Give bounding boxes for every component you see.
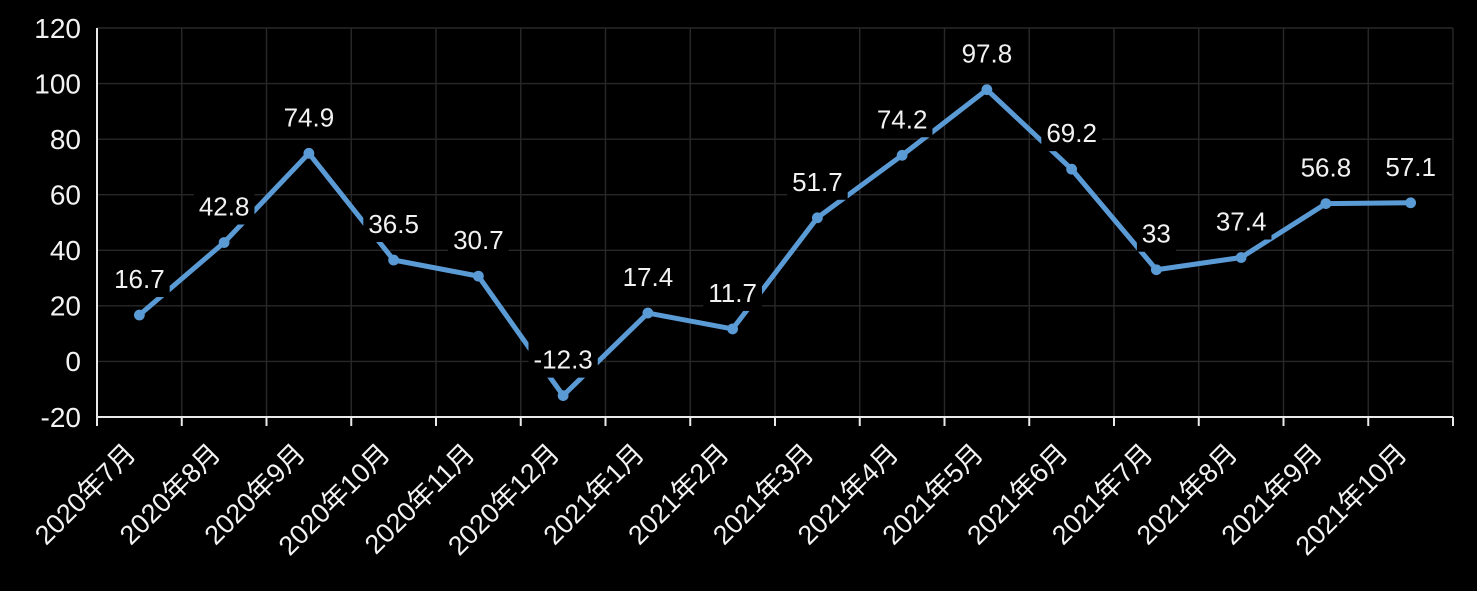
y-tick-label: 40 bbox=[50, 235, 81, 266]
data-point-marker bbox=[1066, 163, 1078, 175]
data-label-text: 56.8 bbox=[1301, 153, 1352, 183]
data-label-background bbox=[1210, 203, 1272, 240]
y-tick-label: 20 bbox=[50, 291, 81, 322]
data-point-marker bbox=[811, 212, 823, 224]
gridlines bbox=[97, 27, 1454, 418]
data-label: 51.7 bbox=[787, 163, 848, 200]
data-label-text: 51.7 bbox=[792, 167, 843, 197]
data-point-marker bbox=[557, 390, 569, 402]
data-label: 17.4 bbox=[617, 259, 679, 296]
data-point-marker bbox=[642, 307, 654, 319]
data-label-background bbox=[448, 222, 509, 259]
data-label-background bbox=[871, 101, 933, 138]
data-point-marker bbox=[1150, 264, 1162, 276]
data-label-text: -12.3 bbox=[533, 345, 592, 375]
series-line bbox=[136, 87, 1414, 399]
data-label: 33 bbox=[1136, 215, 1176, 252]
y-tick-label: 80 bbox=[50, 124, 81, 155]
data-label: 56.8 bbox=[1295, 149, 1357, 186]
data-label-background bbox=[1380, 148, 1441, 185]
y-tick-label: 0 bbox=[65, 346, 81, 377]
data-label: 11.7 bbox=[703, 274, 762, 311]
data-label-text: 97.8 bbox=[962, 39, 1013, 69]
data-label-background bbox=[528, 341, 598, 378]
data-label-background bbox=[278, 99, 340, 136]
y-tick-label: 60 bbox=[50, 180, 81, 211]
data-label: 69.2 bbox=[1041, 115, 1102, 152]
data-point-marker bbox=[218, 237, 230, 248]
data-label-background bbox=[956, 35, 1018, 72]
data-label: 42.8 bbox=[193, 188, 255, 225]
data-point-marker bbox=[133, 309, 145, 321]
data-label-text: 74.2 bbox=[877, 104, 928, 134]
data-point-marker bbox=[1405, 197, 1417, 209]
data-label-background bbox=[109, 261, 170, 298]
data-label-text: 42.8 bbox=[199, 192, 250, 222]
data-label-text: 11.7 bbox=[708, 278, 757, 308]
data-label-text: 37.4 bbox=[1216, 207, 1267, 237]
data-label-text: 17.4 bbox=[623, 262, 674, 292]
y-tick-label: -20 bbox=[41, 402, 81, 433]
data-point-marker bbox=[303, 147, 315, 159]
data-label: 97.8 bbox=[956, 35, 1018, 72]
axes bbox=[96, 28, 1454, 426]
data-point-marker bbox=[1235, 252, 1247, 263]
data-label: 36.5 bbox=[363, 206, 424, 243]
series-group bbox=[133, 84, 1417, 402]
data-label-background bbox=[193, 188, 255, 225]
data-labels: 16.7 42.8 74.9 36.5 30.7 -12.3 17.4 11.7 51.7 74.… bbox=[109, 35, 1441, 378]
y-axis-labels: -20 0 20 40 60 80 100 120 bbox=[34, 13, 81, 433]
data-label: 30.7 bbox=[448, 222, 509, 259]
data-point-marker bbox=[727, 323, 739, 335]
data-point-marker bbox=[388, 254, 400, 266]
data-label-background bbox=[1136, 215, 1176, 252]
data-label: 74.9 bbox=[278, 99, 340, 136]
data-label-text: 30.7 bbox=[453, 225, 504, 255]
data-label-background bbox=[363, 206, 424, 243]
data-label-text: 74.9 bbox=[284, 102, 335, 132]
data-label-text: 57.1 bbox=[1385, 152, 1436, 182]
data-label-background bbox=[1295, 149, 1357, 186]
data-label-text: 36.5 bbox=[368, 209, 419, 239]
data-label: 57.1 bbox=[1380, 148, 1441, 185]
data-point-marker bbox=[896, 149, 908, 161]
data-label-background bbox=[1041, 115, 1102, 152]
data-label-background bbox=[787, 163, 848, 200]
data-point-marker bbox=[981, 84, 993, 96]
data-point-marker bbox=[472, 270, 484, 282]
data-label-background bbox=[703, 274, 762, 311]
y-tick-label: 120 bbox=[34, 13, 81, 44]
data-label-text: 16.7 bbox=[114, 264, 165, 294]
data-label: 37.4 bbox=[1210, 203, 1272, 240]
data-label-text: 69.2 bbox=[1046, 118, 1097, 148]
data-point-marker bbox=[1320, 198, 1332, 210]
data-label: 16.7 bbox=[109, 261, 170, 298]
data-label: -12.3 bbox=[528, 341, 598, 378]
y-tick-label: 100 bbox=[34, 68, 81, 99]
data-label-background bbox=[617, 259, 679, 296]
data-label-text: 33 bbox=[1142, 219, 1171, 249]
data-label: 74.2 bbox=[871, 101, 933, 138]
